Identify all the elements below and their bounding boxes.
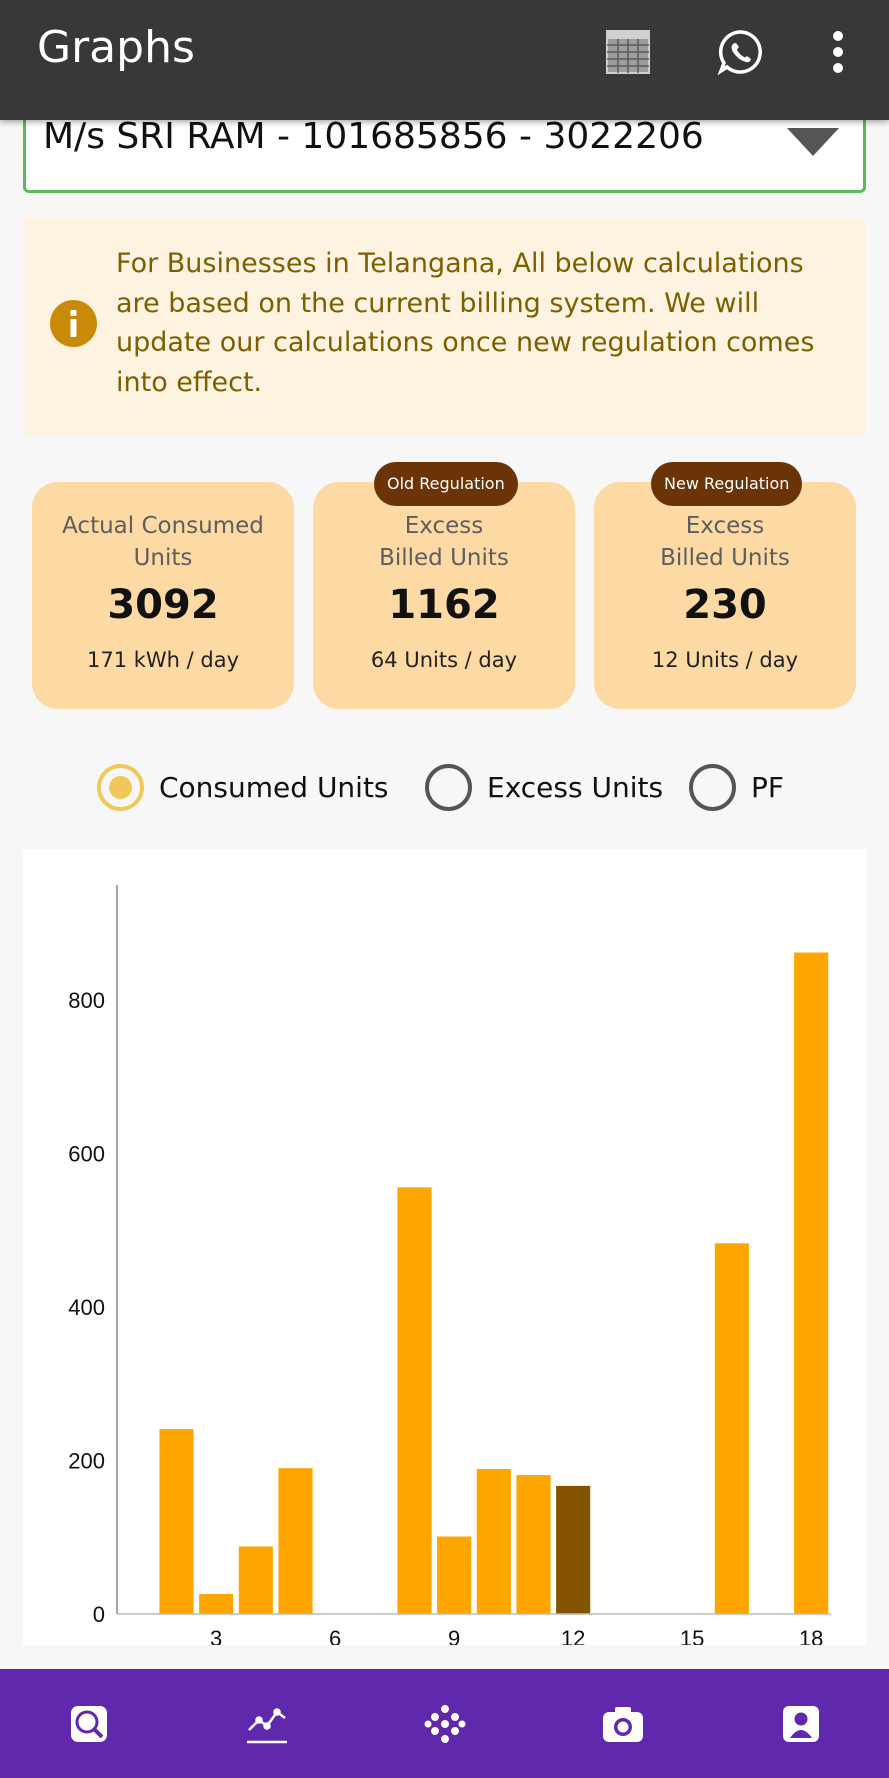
chart-bar (476, 1468, 511, 1614)
chart-bar (794, 952, 829, 1614)
chart-bar (556, 1485, 591, 1614)
radio-label: PF (751, 771, 784, 804)
x-tick-label: 15 (680, 1626, 704, 1645)
card-value: 230 (683, 582, 767, 628)
radio-label: Consumed Units (159, 771, 389, 804)
y-tick-label: 200 (68, 1449, 105, 1474)
card-label: Actual Consumed Units (62, 513, 264, 571)
dots-grid-icon[interactable] (420, 1699, 470, 1749)
chart-bar (397, 1187, 432, 1614)
radio-label: Excess Units (487, 771, 664, 804)
x-tick-label: 18 (799, 1626, 823, 1645)
card-excess-old: Excess Billed Units 1162 64 Units / day (313, 482, 575, 709)
bottom-nav (0, 1669, 889, 1778)
radio-excess-units[interactable]: Excess Units (425, 764, 663, 811)
chart-bar (278, 1468, 313, 1614)
card-label: Excess Billed Units (379, 513, 509, 571)
y-tick-label: 800 (68, 988, 105, 1013)
more-vert-icon[interactable] (812, 26, 864, 78)
y-tick-label: 0 (93, 1602, 105, 1627)
chart-bar (159, 1429, 194, 1614)
card-subtext: 12 Units / day (651, 648, 799, 672)
old-regulation-badge: Old Regulation (374, 462, 518, 506)
profile-icon[interactable] (776, 1699, 826, 1749)
dropdown-arrow-icon (787, 128, 839, 156)
card-value: 3092 (107, 582, 219, 628)
whatsapp-icon[interactable] (714, 26, 766, 78)
x-tick-label: 12 (561, 1626, 585, 1645)
radio-selected-icon (97, 764, 144, 811)
radio-pf[interactable]: PF (689, 764, 784, 811)
card-actual-consumed: Actual Consumed Units 3092 171 kWh / day (32, 482, 294, 709)
card-value: 1162 (388, 582, 500, 628)
consumption-chart: 0 200 400 600 800 3 6 9 12 15 18 (23, 849, 866, 1651)
camera-icon[interactable] (598, 1699, 648, 1749)
x-tick-label: 9 (448, 1626, 460, 1645)
chart-bar (238, 1546, 273, 1614)
bar-chart-svg: 0 200 400 600 800 3 6 9 12 15 18 (68, 885, 831, 1651)
chart-bar (199, 1594, 234, 1614)
card-subtext: 171 kWh / day (86, 648, 240, 672)
radio-consumed-units[interactable]: Consumed Units (97, 764, 389, 811)
new-regulation-badge: New Regulation (651, 462, 803, 506)
info-icon (50, 300, 97, 347)
info-notice: For Businesses in Telangana, All below c… (23, 218, 866, 436)
y-tick-label: 600 (68, 1142, 105, 1167)
graph-icon[interactable] (242, 1699, 292, 1749)
x-tick-label: 3 (210, 1626, 222, 1645)
search-doc-icon[interactable] (64, 1699, 114, 1749)
page-title: Graphs (37, 22, 195, 73)
x-tick-label: 6 (329, 1626, 341, 1645)
radio-unselected-icon (425, 764, 472, 811)
radio-unselected-icon (689, 764, 736, 811)
y-tick-label: 400 (68, 1295, 105, 1320)
card-excess-new: Excess Billed Units 230 12 Units / day (594, 482, 856, 709)
metric-radio-group: Consumed Units Excess Units PF (0, 764, 889, 816)
chart-bar (437, 1536, 472, 1614)
chart-bar (516, 1475, 551, 1614)
notice-text: For Businesses in Telangana, All below c… (116, 248, 815, 398)
chart-bar (714, 1243, 749, 1614)
card-subtext: 64 Units / day (370, 648, 518, 672)
consumer-select-value: M/s SRI RAM - 101685856 - 3022206 (43, 116, 704, 157)
card-label: Excess Billed Units (660, 513, 790, 571)
table-icon[interactable] (602, 26, 654, 78)
app-bar: Graphs (0, 0, 889, 120)
